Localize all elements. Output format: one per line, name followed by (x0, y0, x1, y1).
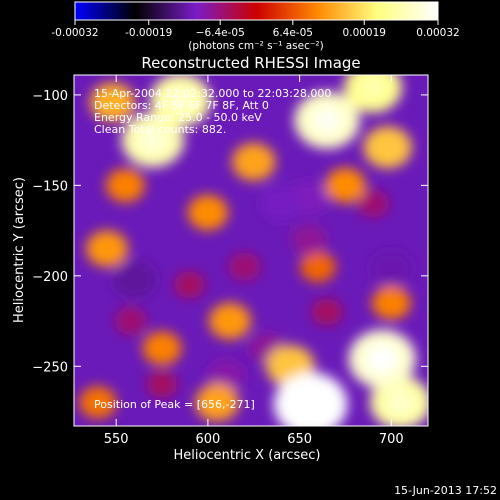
x-tick-label: 550 (104, 432, 129, 447)
intensity-blob (174, 271, 206, 299)
intensity-blob-core (165, 87, 195, 114)
intensity-blob (371, 286, 411, 320)
y-tick-label: −200 (32, 270, 68, 285)
annotation-time: 15-Apr-2004 22:02:32.000 to 22:03:28.000 (94, 87, 331, 100)
y-axis-label: Heliocentric Y (arcsec) (12, 177, 27, 323)
x-tick-label: 650 (287, 432, 312, 447)
x-tick-label: 600 (195, 432, 220, 447)
intensity-blob (142, 331, 182, 366)
y-tick-label: −100 (32, 89, 68, 104)
colorbar-gradient (74, 1, 439, 21)
intensity-blob (105, 168, 145, 203)
intensity-blob-core (311, 105, 343, 135)
intensity-blob (261, 185, 302, 222)
intensity-blob (114, 306, 148, 336)
plot-area: 550 600 650 700 −100 −150 −200 −250 15-Apr-2004… (32, 74, 429, 447)
intensity-blob (290, 224, 327, 256)
peak-position-label: Position of Peak = [656,-271] (94, 398, 255, 411)
plot-frame (73, 74, 429, 427)
intensity-blob (231, 142, 276, 181)
intensity-blob (112, 260, 157, 299)
intensity-blob (207, 359, 245, 392)
footer-date: 15-Jun-2013 17:52 (394, 484, 497, 497)
intensity-blob (370, 250, 413, 287)
colorbar-tick-label: 0.00032 (416, 27, 459, 39)
intensity-blob (79, 386, 117, 419)
intensity-blob (208, 302, 251, 340)
intensity-blob-core (385, 389, 416, 416)
annotation-block: 15-Apr-2004 22:02:32.000 to 22:03:28.000… (94, 87, 331, 136)
intensity-blob-core (359, 75, 387, 101)
intensity-blob (311, 298, 343, 326)
colorbar-units-label: (photons cm⁻² s⁻¹ asec⁻²) (188, 40, 323, 52)
y-tick-label: −250 (32, 360, 68, 375)
intensity-blob (300, 251, 336, 283)
colorbar-tick-label: 6.4e-05 (273, 27, 313, 39)
intensity-blob (146, 370, 178, 398)
intensity-blob (187, 194, 229, 231)
intensity-blob (363, 126, 412, 169)
axis-ticks: 550 600 650 700 −100 −150 −200 −250 (32, 75, 428, 447)
intensity-blob-core (137, 126, 168, 154)
chart-title: Reconstructed RHESSI Image (141, 54, 360, 72)
x-axis-label: Heliocentric X (arcsec) (174, 448, 321, 463)
colorbar-tick-label: 0.00019 (343, 27, 386, 39)
annotation-energy-range: Energy Range: 25.0 - 50.0 keV (94, 111, 262, 124)
intensity-blob (195, 383, 239, 422)
intensity-blobs (79, 75, 428, 426)
intensity-blob (325, 167, 366, 203)
intensity-blob-core (366, 344, 399, 374)
intensity-blob (228, 252, 261, 281)
colorbar: -0.00032 -0.00019 −6.4e-05 6.4e-05 0.00019 0.… (51, 1, 460, 52)
annotation-clean-counts: Clean Total counts: 882. (94, 123, 226, 136)
intensity-blob (89, 82, 136, 122)
colorbar-tick-label: −6.4e-05 (196, 27, 245, 39)
intensity-blob (356, 189, 390, 218)
intensity-blob (86, 230, 129, 267)
x-tick-label: 700 (379, 432, 404, 447)
intensity-blob-core (293, 388, 329, 421)
colorbar-tick-label: -0.00019 (125, 27, 172, 39)
colorbar-tick-label: -0.00032 (51, 27, 98, 39)
y-tick-label: −150 (32, 179, 68, 194)
annotation-detectors: Detectors: 4F 5F 6F 7F 8F, Att 0 (94, 99, 269, 112)
colorbar-ticks: -0.00032 -0.00019 −6.4e-05 6.4e-05 0.00019 0.… (51, 20, 460, 39)
